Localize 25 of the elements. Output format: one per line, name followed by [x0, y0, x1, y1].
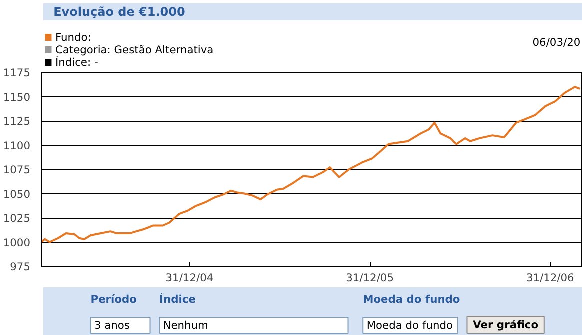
y-tick-label: 1100 — [3, 139, 31, 152]
y-tick-label: 975 — [10, 260, 31, 274]
x-tick-label: 31/12/06 — [526, 272, 575, 284]
y-tick-label: 1025 — [3, 212, 31, 225]
y-tick-label: 1000 — [3, 236, 31, 250]
text: 06/03/20 — [532, 36, 581, 49]
y-tick-label: 1050 — [3, 188, 31, 201]
y-tick-label: 1075 — [3, 164, 31, 176]
x-tick-label: 31/12/05 — [346, 272, 394, 284]
y-tick-label: 1150 — [3, 90, 31, 104]
line-series — [42, 86, 582, 244]
text: 3 anos — [94, 319, 130, 332]
text: Período — [90, 293, 137, 306]
text: Nenhum — [163, 319, 208, 332]
legend-label: Categoria: Gestão Alternativa — [55, 44, 214, 56]
chart-title: Evolução de €1.000 — [54, 5, 186, 19]
y-tick-label: 1175 — [3, 66, 31, 80]
x-tick-label: 31/12/04 — [166, 272, 214, 284]
y-tick-label: 1125 — [3, 115, 31, 128]
legend-label: Índice: - — [55, 56, 98, 69]
text: Moeda do fundo — [366, 319, 454, 332]
legend-label: Fundo: — [55, 31, 92, 44]
text: Índice — [160, 293, 196, 306]
text: Ver gráfico — [473, 318, 539, 332]
text: Moeda do fundo — [363, 293, 460, 306]
